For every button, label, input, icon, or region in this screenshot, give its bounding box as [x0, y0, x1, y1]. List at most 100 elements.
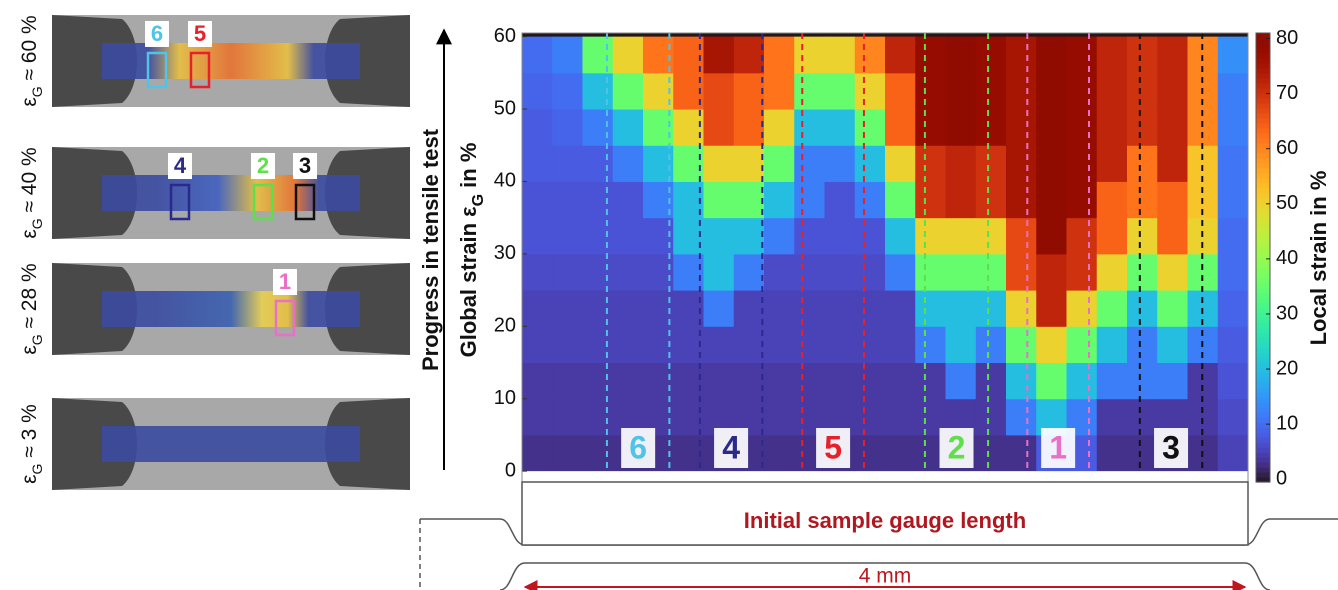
- heatmap-cell: [1036, 36, 1067, 74]
- heatmap-cell: [885, 36, 916, 74]
- colorbar-segment: [1256, 387, 1270, 393]
- colorbar-label: Local strain in %: [1306, 171, 1331, 346]
- colorbar-segment: [1256, 67, 1270, 74]
- heatmap-cell: [552, 36, 583, 74]
- heatmap-cell: [885, 290, 916, 327]
- zone-label-box: [939, 428, 974, 468]
- heatmap-cell: [733, 217, 765, 255]
- colorbar-segment: [1256, 272, 1270, 279]
- heatmap-cell: [824, 326, 856, 364]
- heatmap-cell: [1036, 253, 1067, 291]
- y-tick-label: 60: [494, 25, 516, 47]
- colorbar-segment: [1256, 92, 1270, 99]
- heatmap-cell: [1096, 290, 1128, 327]
- grip-left: [52, 398, 137, 490]
- colorbar-segment: [1256, 322, 1270, 328]
- heatmap-cell: [945, 72, 977, 110]
- marker-box: [169, 183, 191, 221]
- heatmap-cell: [552, 145, 583, 182]
- colorbar-segment: [1256, 102, 1270, 109]
- heatmap-cell: [1096, 326, 1128, 364]
- colorbar-segment: [1256, 427, 1270, 433]
- colorbar-segment: [1256, 52, 1270, 59]
- heatmap-cell: [582, 362, 614, 400]
- colorbar-segment: [1256, 437, 1270, 443]
- strain-rest: ≈ 60 %: [18, 15, 41, 86]
- heatmap-cell: [1096, 181, 1128, 219]
- heatmap-cell: [703, 145, 735, 182]
- heatmap-cell: [1036, 109, 1067, 146]
- heatmap-cell: [703, 217, 735, 255]
- heatmap-cell: [733, 145, 765, 182]
- heatmap-cell: [703, 181, 735, 219]
- colorbar-segment: [1256, 237, 1270, 244]
- heatmap-cell: [1036, 181, 1067, 219]
- heatmap-cell: [794, 326, 825, 364]
- heatmap-cell: [794, 72, 825, 110]
- heatmap-cell: [612, 326, 644, 364]
- strain-sub: G: [29, 86, 45, 97]
- colorbar-segment: [1256, 352, 1270, 358]
- colorbar-segment: [1256, 417, 1270, 423]
- heatmap-cell: [915, 326, 946, 364]
- heatmap-cell: [582, 398, 614, 436]
- heatmap-cell: [1187, 253, 1219, 291]
- strain-rest: ≈ 40 %: [18, 147, 41, 218]
- heatmap-cell: [522, 398, 553, 436]
- colorbar-segment: [1256, 57, 1270, 64]
- grip-left: [52, 147, 137, 239]
- heatmap-cell: [1096, 253, 1128, 291]
- heatmap-cell: [885, 326, 916, 364]
- heatmap-cell: [733, 72, 765, 110]
- colorbar-segment: [1256, 62, 1270, 69]
- heatmap-cell: [1127, 217, 1158, 255]
- heatmap-cell: [612, 290, 644, 327]
- heatmap-cell: [824, 253, 856, 291]
- colorbar-segment: [1256, 267, 1270, 274]
- zone-label: 2: [948, 429, 966, 465]
- heatmap-cell: [552, 109, 583, 146]
- colorbar-segment: [1256, 152, 1270, 159]
- panel-strain-label: εG ≈ 40 %: [18, 147, 45, 238]
- colorbar-segment: [1256, 77, 1270, 84]
- heatmap-cell: [945, 362, 977, 400]
- colorbar-segment: [1256, 397, 1270, 403]
- marker-label: 4: [174, 153, 187, 178]
- heatmap-cell: [1096, 109, 1128, 146]
- colorbar-segment: [1256, 337, 1270, 343]
- colorbar-tick-label: 70: [1276, 82, 1298, 104]
- heatmap-cell: [794, 253, 825, 291]
- heatmap-cell: [1127, 326, 1158, 364]
- colorbar-segment: [1256, 457, 1270, 463]
- colorbar-segment: [1256, 257, 1270, 264]
- heatmap-cell: [703, 326, 735, 364]
- colorbar-segment: [1256, 72, 1270, 79]
- colorbar-segment: [1256, 277, 1270, 284]
- heatmap-cell: [915, 362, 946, 400]
- colorbar-segment: [1256, 357, 1270, 363]
- heatmap-cell: [1157, 36, 1188, 74]
- zone-label-box: [1154, 428, 1189, 468]
- heatmap-cell: [552, 398, 583, 436]
- colorbar-segment: [1256, 82, 1270, 89]
- colorbar-segment: [1256, 177, 1270, 184]
- colorbar-tick-label: 0: [1276, 468, 1287, 490]
- below-zero-strip: [522, 471, 1248, 482]
- heatmap-cell: [612, 36, 644, 74]
- heatmap-cell: [1127, 72, 1158, 110]
- zone-label-box: [816, 428, 851, 468]
- heatmap-cell: [733, 109, 765, 146]
- heatmap-cell: [945, 290, 977, 327]
- heatmap-cell: [885, 434, 916, 472]
- colorbar-segment: [1256, 162, 1270, 169]
- heatmap-cell: [1006, 253, 1037, 291]
- heatmap-cell: [1096, 72, 1128, 110]
- strain-symbol: ε: [18, 474, 41, 483]
- colorbar-segment: [1256, 172, 1270, 179]
- grip-right: [325, 15, 410, 107]
- colorbar-segment: [1256, 302, 1270, 308]
- heatmap-cell: [703, 253, 735, 291]
- heatmap-cell: [612, 72, 644, 110]
- colorbar-segment: [1256, 402, 1270, 408]
- heatmap-cell: [703, 36, 735, 74]
